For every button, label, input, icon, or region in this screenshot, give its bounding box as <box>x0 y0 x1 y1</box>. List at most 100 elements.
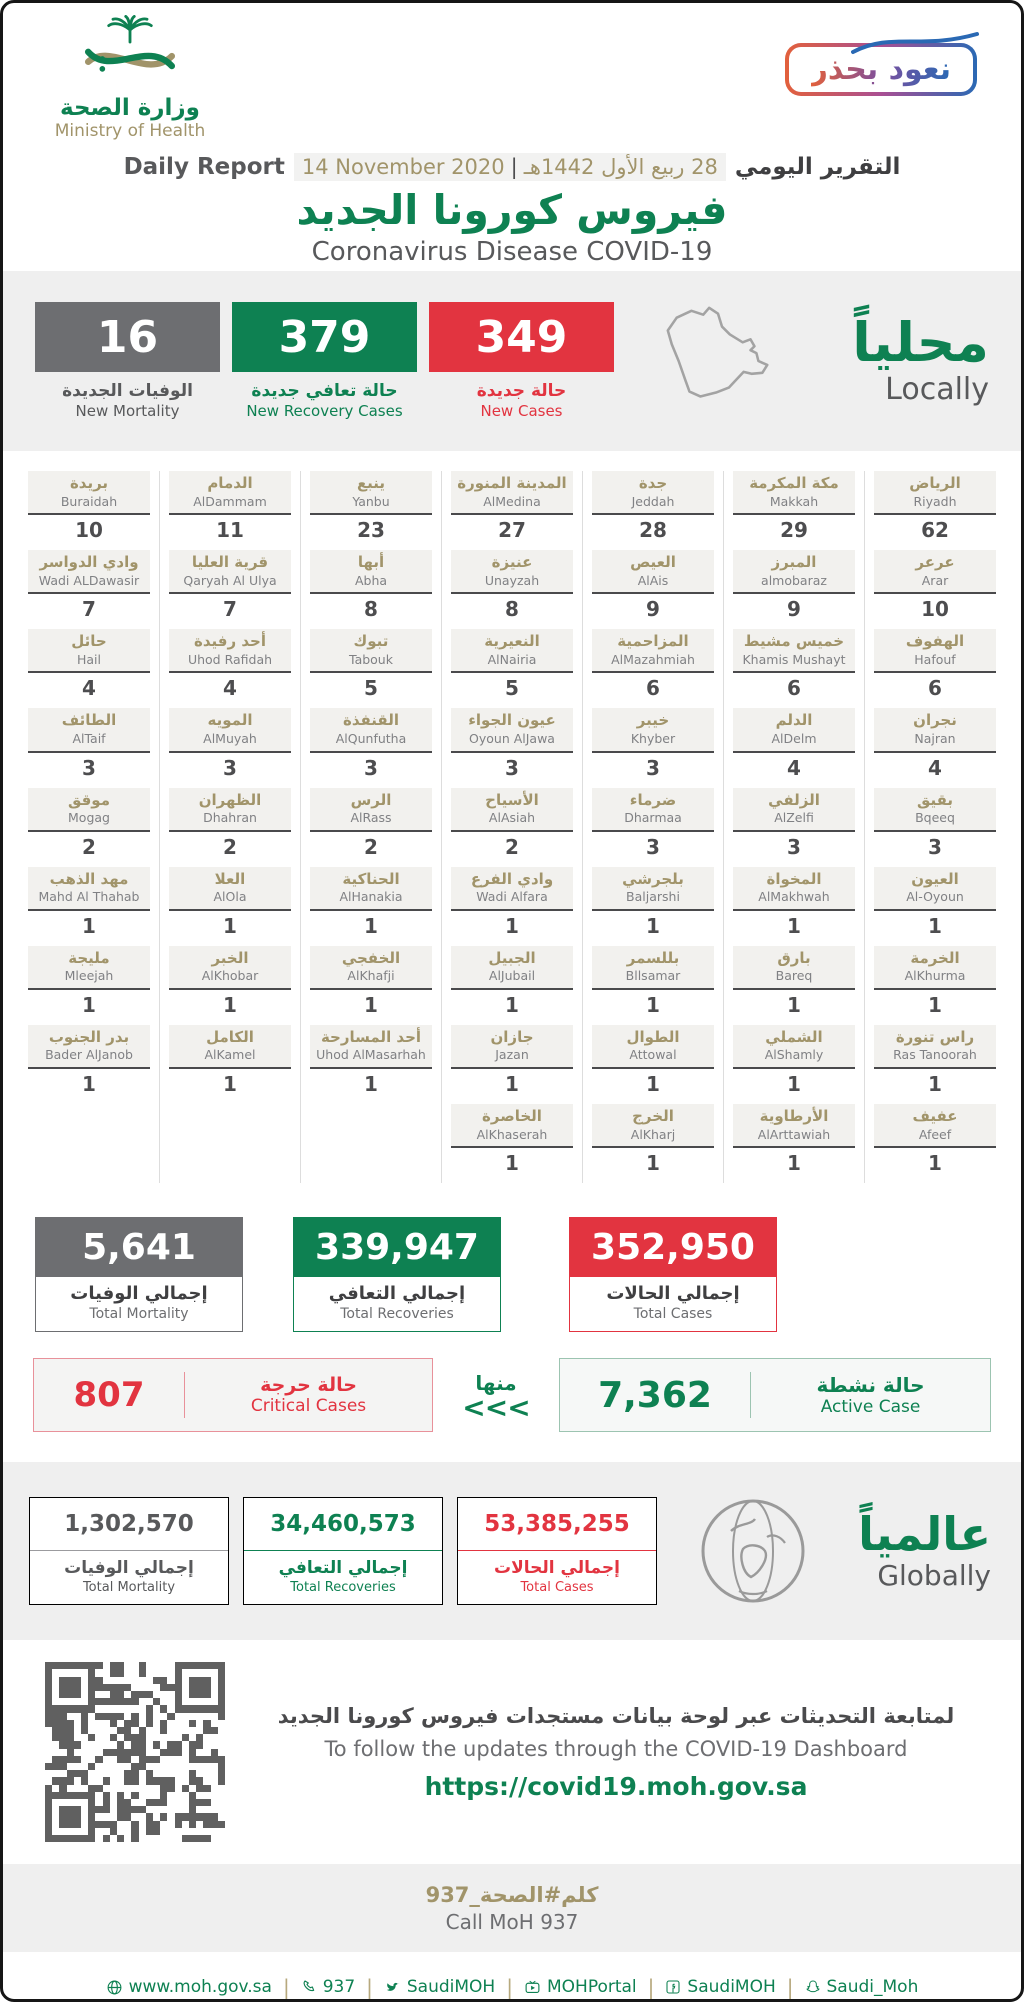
footer-link-youtube[interactable]: MOHPortal <box>524 1977 637 1997</box>
footer-link-facebook[interactable]: SaudiMOH <box>665 1977 776 1997</box>
city-new-cases: 27 <box>498 518 526 543</box>
return-with-caution-badge: نعود بحذر <box>784 32 979 96</box>
city-new-cases: 23 <box>357 518 385 543</box>
city-name-ar: الرس <box>350 790 392 809</box>
city-label: الدمام AlDammam <box>169 471 291 516</box>
city-new-cases: 62 <box>921 518 949 543</box>
total-recoveries-value: 339,947 <box>293 1217 501 1278</box>
city-cell: الطائف AlTaif 3 <box>19 708 159 785</box>
city-name-en: Mahd Al Thahab <box>38 889 140 905</box>
daily-report-label-ar: التقرير اليومي <box>734 154 901 180</box>
city-cell: الزلفي AlZelfi 3 <box>724 787 864 865</box>
city-new-cases: 2 <box>364 834 378 859</box>
city-label: عنيزة Unayzah <box>451 550 573 595</box>
city-name-en: Al-Oyoun <box>906 889 964 905</box>
city-cell: الكامل AlKamel 1 <box>160 1024 300 1102</box>
city-cell: الرياض Riyadh 62 <box>865 471 1005 548</box>
city-name-ar: ضرماء <box>629 790 677 809</box>
city-name-en: Yanbu <box>352 493 390 509</box>
new-cases-stat: 349 حالة جديدة New Cases <box>423 302 620 420</box>
city-name-en: Buraidah <box>60 493 118 509</box>
city-cell: الشملي AlShamly 1 <box>724 1024 864 1102</box>
phone-icon <box>303 1980 314 1992</box>
city-new-cases: 1 <box>82 992 96 1017</box>
city-cell: أحد رفيدة Uhod Rafidah 4 <box>160 629 300 706</box>
city-cell: عفيف Afeef 1 <box>865 1104 1005 1181</box>
city-column: بريدة Buraidah 10 وادي الدواسر Wadi ALDawasi… <box>19 471 159 1183</box>
city-new-cases: 1 <box>223 1072 237 1096</box>
city-cell: خميس مشيط Khamis Mushayt 6 <box>724 629 864 706</box>
footer-link-website[interactable]: www.moh.gov.sa <box>106 1977 272 1997</box>
city-new-cases: 1 <box>928 913 942 938</box>
city-label: بدر الجنوب Bader AlJanob <box>28 1024 150 1069</box>
city-name-ar: المخواة <box>766 869 822 888</box>
city-new-cases: 1 <box>364 913 378 938</box>
city-label: بقيق Bqeeq <box>874 787 996 832</box>
city-label: الخرمة AlKhurma <box>874 945 996 990</box>
global-recoveries-label-en: Total Recoveries <box>290 1580 396 1596</box>
city-name-en: Abha <box>354 572 388 588</box>
city-name-ar: الخبر <box>211 948 249 967</box>
city-name-en: AlArttawiah <box>757 1126 831 1142</box>
moh-logo-name-ar: وزارة الصحة <box>60 95 200 121</box>
city-cell: العيص AlAis 9 <box>583 550 723 627</box>
city-new-cases: 28 <box>639 518 667 543</box>
city-label: نجران Najran <box>874 708 996 753</box>
city-new-cases: 1 <box>505 1151 519 1176</box>
total-cases-box: 352,950 إجمالي الحالات Total Cases <box>569 1217 777 1333</box>
saudi-totals: 5,641 إجمالي الوفيات Total Mortality 339… <box>35 1217 1021 1333</box>
city-label: عيون الجواء Oyoun AlJawa <box>451 708 573 753</box>
total-recoveries-box: 339,947 إجمالي التعافي Total Recoveries <box>293 1217 501 1333</box>
critical-cases-value: 807 <box>73 1375 145 1416</box>
active-cases-label-ar: حالة نشطة <box>816 1373 925 1398</box>
footer-link-snapchat[interactable]: Saudi_Moh <box>805 1977 918 1997</box>
city-label: الزلفي AlZelfi <box>733 787 855 832</box>
total-mortality-label-en: Total Mortality <box>89 1306 189 1323</box>
dashboard-url-link[interactable]: https://covid19.moh.gov.sa <box>424 1771 808 1801</box>
city-new-cases: 1 <box>505 992 519 1017</box>
city-name-ar: مليجة <box>68 948 110 967</box>
report-date-chip: 14 November 2020 | 28 ربيع الأول 1442هـ <box>293 153 726 181</box>
globally-label: عالمياً Globally <box>819 1510 995 1592</box>
total-mortality-value: 5,641 <box>35 1217 243 1278</box>
city-name-ar: الهفوف <box>905 632 965 651</box>
city-label: مليجة Mleejah <box>28 945 150 990</box>
city-name-en: Bqeeq <box>915 810 955 825</box>
city-new-cases: 1 <box>223 913 237 938</box>
city-cell: عيون الجواء Oyoun AlJawa 3 <box>442 708 582 785</box>
city-label: الطوال Attowal <box>592 1024 714 1069</box>
dashboard-note-ar: لمتابعة التحديثات عبر لوحة بيانات مستجدا… <box>277 1703 955 1728</box>
twitter-icon <box>386 1982 400 1991</box>
city-name-en: AlHanakia <box>339 889 403 905</box>
moh-logo-icon <box>84 15 176 72</box>
globally-label-en: Globally <box>877 1558 991 1592</box>
youtube-icon <box>525 1980 540 1993</box>
global-cases-label-ar: إجمالي الحالات <box>494 1558 620 1579</box>
globe-icon <box>693 1491 813 1611</box>
city-name-en: AlKhurma <box>904 968 966 984</box>
city-name-ar: تبوك <box>353 632 389 651</box>
city-label: راس تنورة Ras Tanoorah <box>874 1024 996 1069</box>
footer-separator: | <box>786 1975 794 2000</box>
footer-link-twitter[interactable]: SaudiMOH <box>384 1977 495 1997</box>
city-name-en: Najran <box>914 730 956 746</box>
city-new-cases: 1 <box>646 992 660 1017</box>
city-new-cases: 1 <box>928 1072 942 1096</box>
city-new-cases: 4 <box>223 676 237 701</box>
new-recoveries-label-en: New Recovery Cases <box>246 402 403 420</box>
city-label: عفيف Afeef <box>874 1104 996 1149</box>
city-name-ar: الأسياح <box>485 790 539 809</box>
city-column: ينبع Yanbu 23 أبها Abha 8 تبوك Tabouk 5 القنفذة Al… <box>300 471 441 1184</box>
footer-link-phone[interactable]: 937 <box>301 1977 355 1997</box>
saudi-map-icon <box>644 297 796 425</box>
city-new-cases: 1 <box>928 1151 942 1176</box>
city-new-cases: 7 <box>82 597 96 622</box>
left-arrows-icon: <<< <box>462 1390 530 1424</box>
city-label: الخرج AlKharj <box>592 1104 714 1149</box>
city-name-ar: العلا <box>214 869 246 888</box>
city-name-ar: الخرمة <box>910 948 960 967</box>
city-label: حائل Hail <box>28 629 150 674</box>
city-cell: أبها Abha 8 <box>301 550 441 627</box>
city-new-cases: 3 <box>505 755 519 780</box>
city-name-ar: ينبع <box>356 474 386 492</box>
